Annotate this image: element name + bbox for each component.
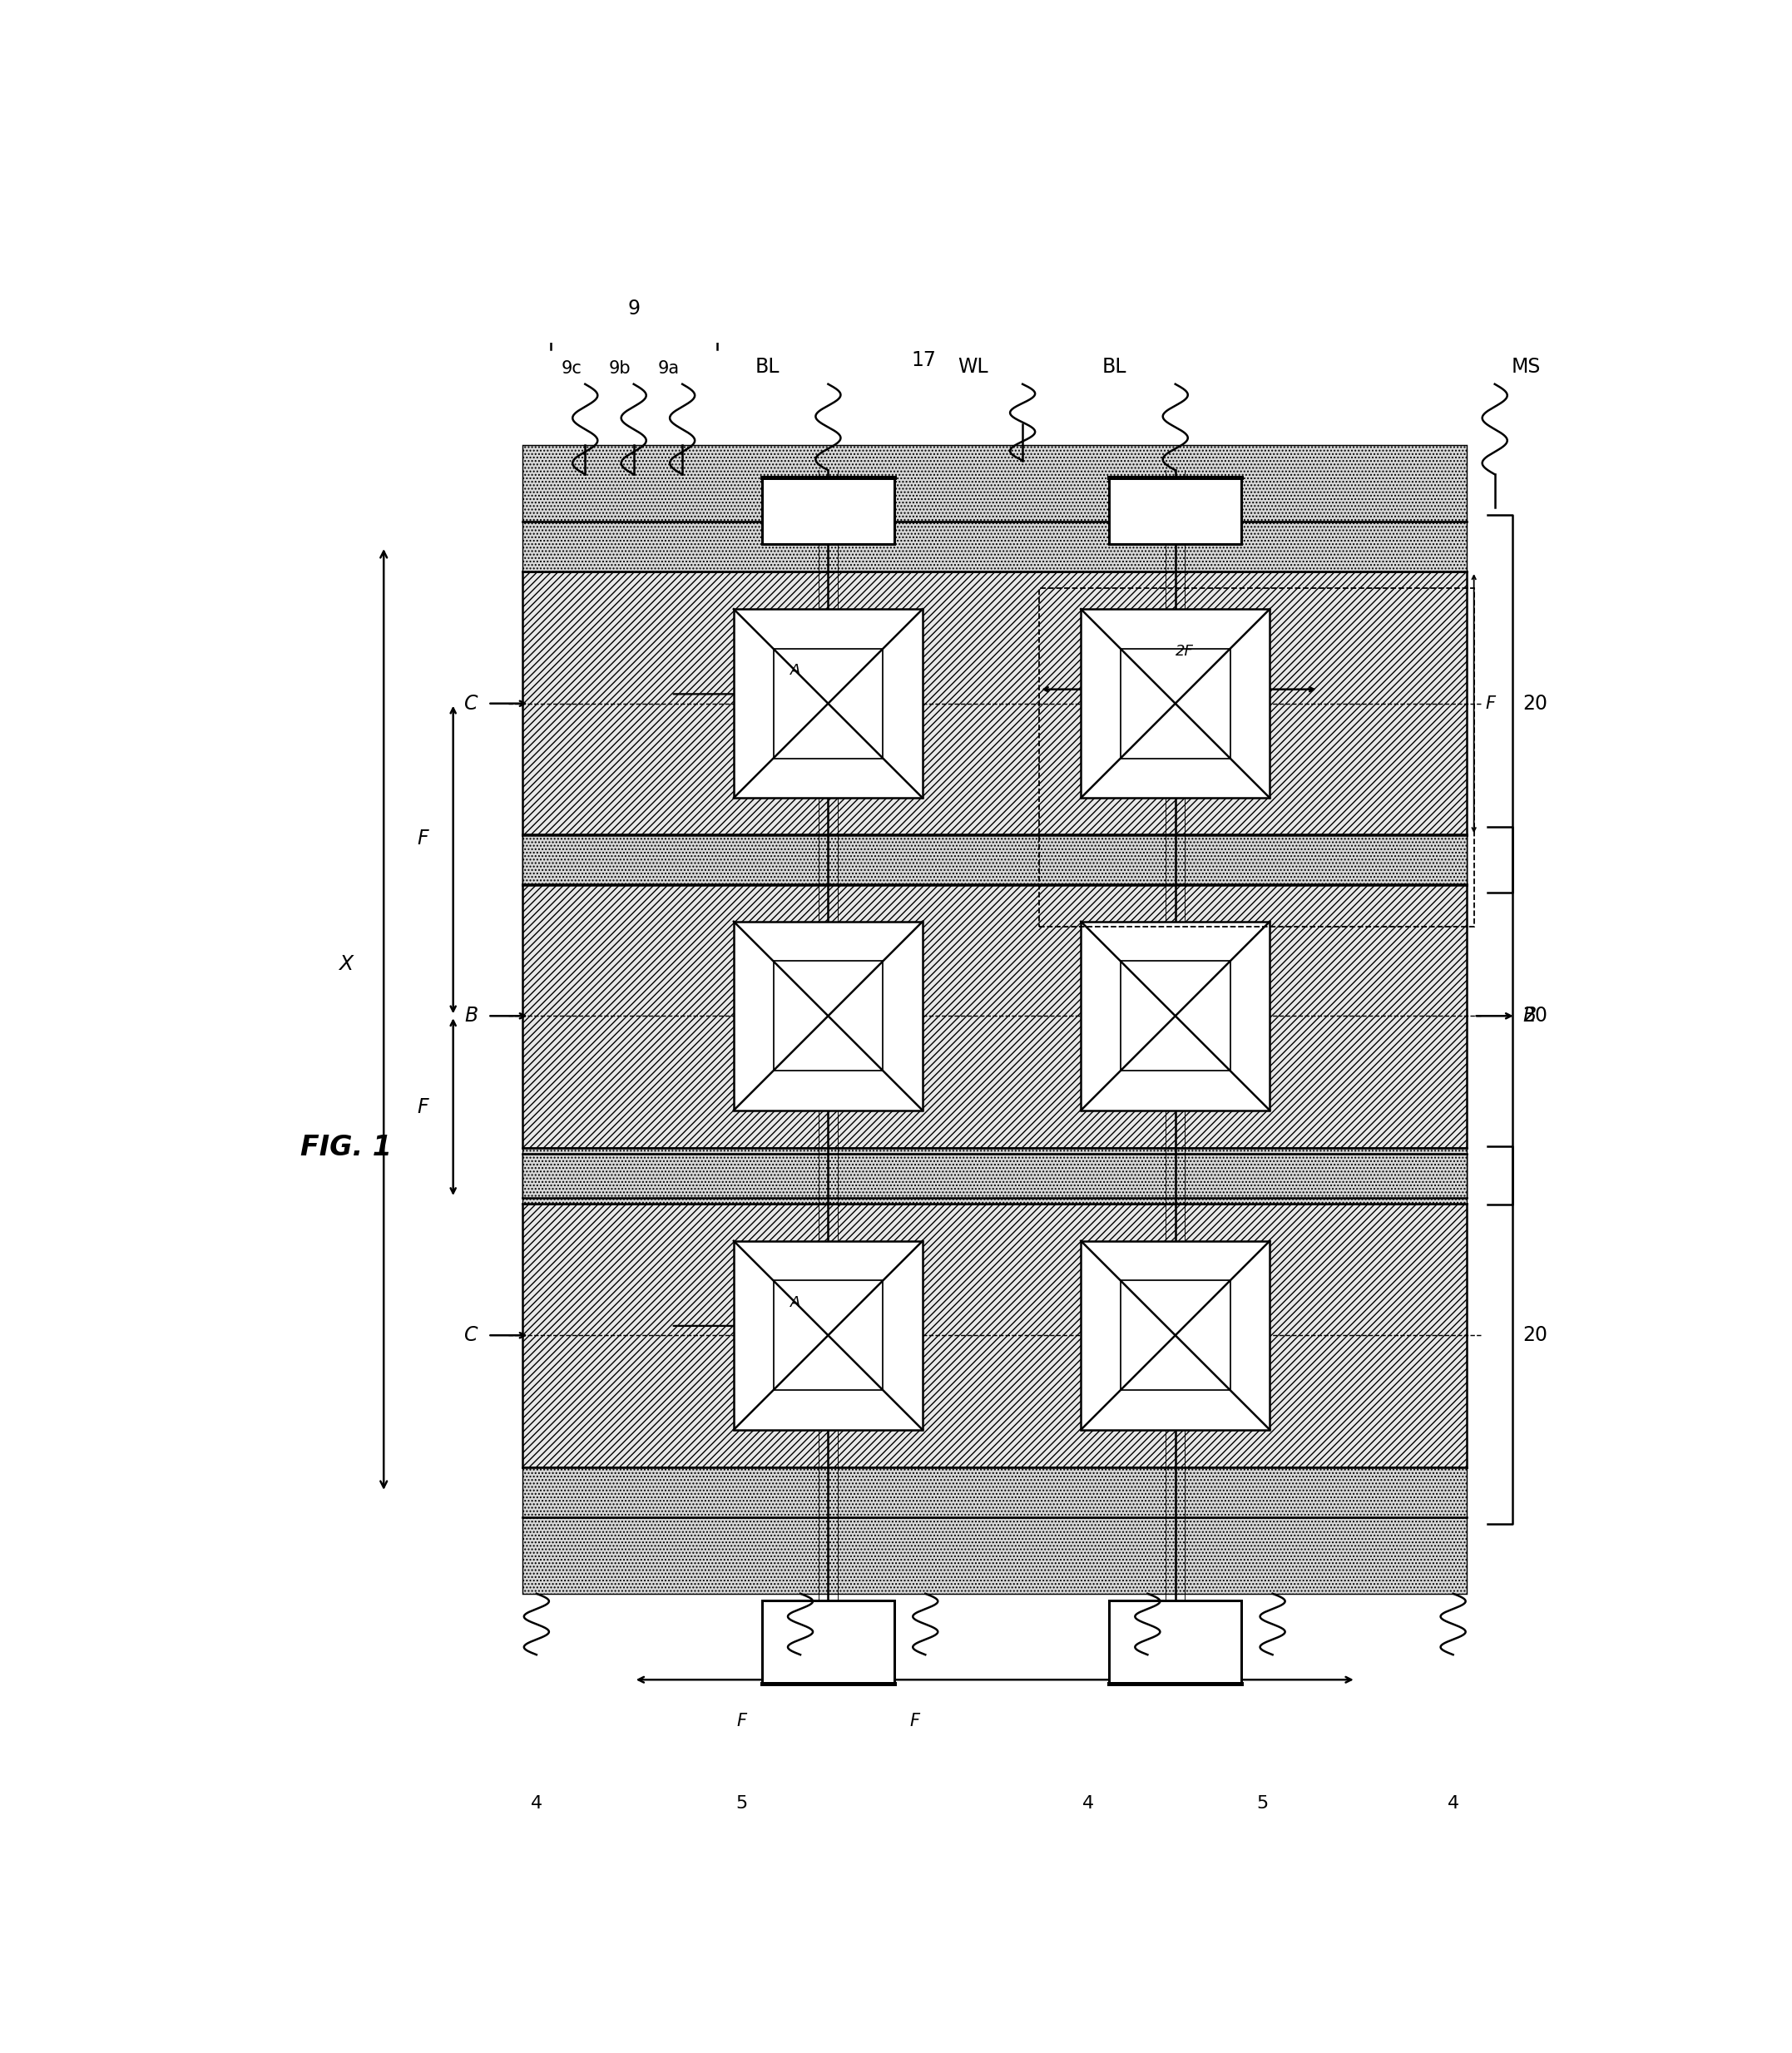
Bar [523, 836, 1468, 885]
Text: FIG. 1: FIG. 1 [301, 1133, 392, 1162]
Bar [523, 1154, 1468, 1197]
Text: A: A [790, 1295, 801, 1310]
Bar [1081, 610, 1271, 799]
Bar [1120, 649, 1229, 758]
Text: WL: WL [957, 357, 987, 378]
Bar [523, 521, 1468, 571]
Bar [523, 1154, 1468, 1203]
Bar [523, 1203, 1468, 1468]
Bar [1081, 922, 1271, 1111]
Bar [1081, 1240, 1271, 1429]
Bar [1039, 589, 1473, 928]
Text: F: F [1486, 696, 1495, 712]
Text: X: X [339, 955, 353, 973]
Text: C: C [464, 694, 478, 714]
Text: F: F [737, 1712, 745, 1731]
Text: 20: 20 [1523, 694, 1548, 714]
Text: 4: 4 [1448, 1794, 1459, 1811]
Bar [523, 1468, 1468, 1517]
Bar [1120, 1281, 1229, 1390]
Text: B: B [464, 1006, 478, 1026]
Text: 17: 17 [912, 351, 935, 370]
Bar [523, 571, 1468, 836]
Text: MS: MS [1511, 357, 1541, 378]
Bar [733, 610, 923, 799]
Bar [774, 649, 883, 758]
Bar [523, 1148, 1468, 1197]
Bar [774, 961, 883, 1072]
Text: 9b: 9b [609, 361, 631, 378]
Bar [762, 476, 894, 544]
Text: F: F [910, 1712, 919, 1731]
Text: 9a: 9a [658, 361, 679, 378]
Text: 9: 9 [627, 300, 640, 318]
Text: 5: 5 [1256, 1794, 1269, 1811]
Text: BL: BL [1102, 357, 1127, 378]
Bar [1120, 961, 1229, 1072]
Bar [1109, 1601, 1242, 1683]
Bar [523, 1517, 1468, 1593]
Text: 4: 4 [530, 1794, 543, 1811]
Text: B: B [1523, 1006, 1536, 1026]
Bar [1109, 476, 1242, 544]
Bar [762, 1601, 894, 1683]
Text: 5: 5 [735, 1794, 747, 1811]
Text: F: F [418, 1096, 428, 1117]
Bar [733, 1240, 923, 1429]
Bar [733, 922, 923, 1111]
Bar [523, 885, 1468, 1148]
Text: BL: BL [754, 357, 780, 378]
Text: 20: 20 [1523, 1326, 1548, 1345]
Text: 2F: 2F [1176, 645, 1193, 659]
Bar [774, 1281, 883, 1390]
Text: 4: 4 [1082, 1794, 1095, 1811]
Text: 20: 20 [1523, 1006, 1548, 1026]
Bar [523, 834, 1468, 885]
Text: 9c: 9c [561, 361, 582, 378]
Text: A: A [790, 663, 801, 677]
Text: F: F [418, 829, 428, 848]
Bar [523, 446, 1468, 521]
Text: C: C [464, 1326, 478, 1345]
Bar [523, 834, 1468, 885]
